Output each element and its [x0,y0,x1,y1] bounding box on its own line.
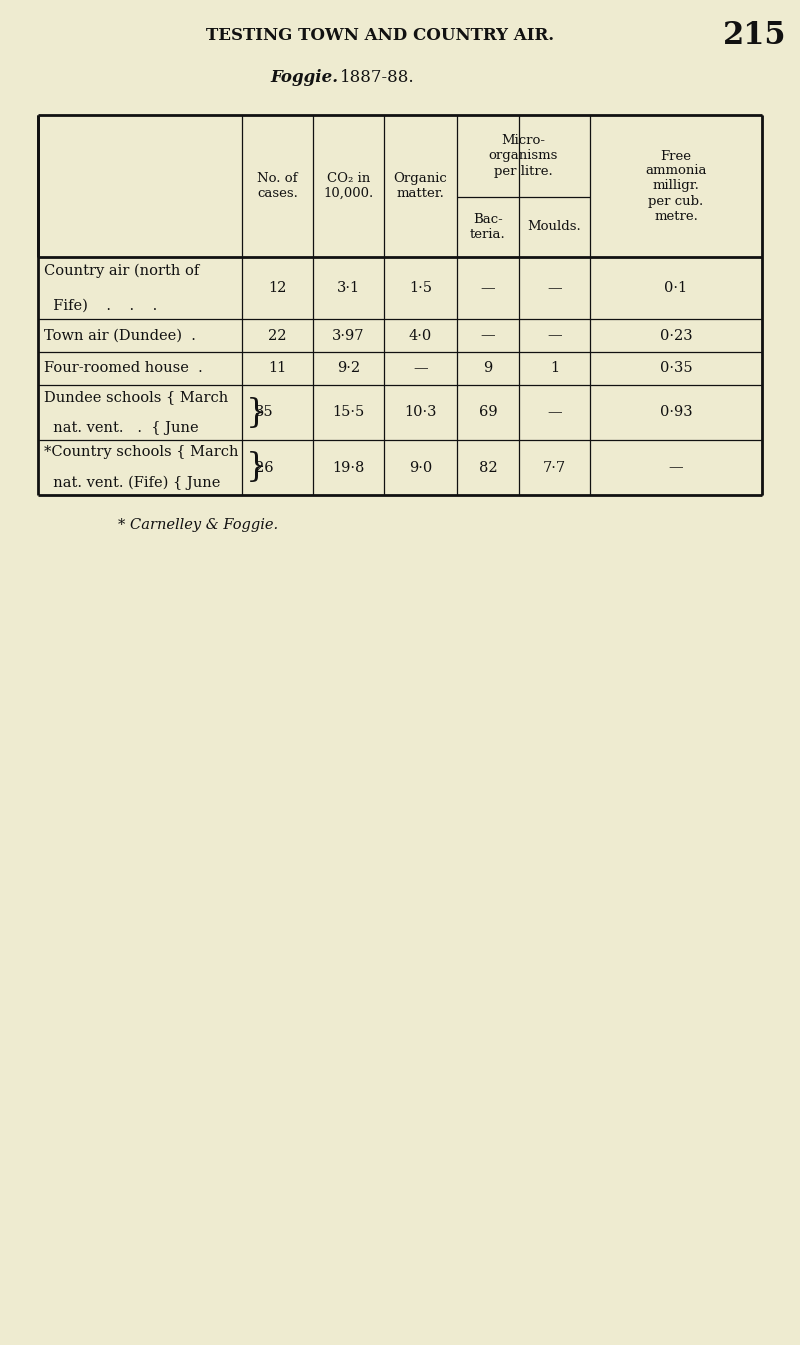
Text: 0·93: 0·93 [660,405,692,420]
Text: Country air (north of: Country air (north of [44,264,199,278]
Text: —: — [547,405,562,420]
Text: 9·2: 9·2 [337,362,360,375]
Text: Fife)    .    .    .: Fife) . . . [44,299,158,312]
Text: 7·7: 7·7 [543,460,566,475]
Text: —: — [481,281,495,295]
Text: 19·8: 19·8 [332,460,365,475]
Text: }: } [246,397,267,429]
Text: 3·97: 3·97 [332,328,365,343]
Text: CO₂ in
10,000.: CO₂ in 10,000. [323,172,374,200]
Text: Moulds.: Moulds. [528,221,582,234]
Text: }: } [246,452,267,483]
Text: 35: 35 [254,405,274,420]
Text: 0·23: 0·23 [660,328,692,343]
Text: 215: 215 [723,19,786,51]
Text: Organic
matter.: Organic matter. [394,172,447,200]
Text: 0·1: 0·1 [665,281,687,295]
Text: 10·3: 10·3 [404,405,437,420]
Text: Four-roomed house  .: Four-roomed house . [44,362,202,375]
Text: 1·5: 1·5 [409,281,432,295]
Text: —: — [413,362,428,375]
Text: 9·0: 9·0 [409,460,432,475]
Text: 12: 12 [268,281,286,295]
Text: Foggie.: Foggie. [270,69,338,86]
Text: 11: 11 [268,362,286,375]
Text: —: — [547,328,562,343]
Text: Free
ammonia
milligr.
per cub.
metre.: Free ammonia milligr. per cub. metre. [646,149,706,222]
Text: —: — [481,328,495,343]
Text: 3·1: 3·1 [337,281,360,295]
Text: —: — [547,281,562,295]
Text: No. of
cases.: No. of cases. [257,172,298,200]
Text: 1887-88.: 1887-88. [340,69,414,86]
Text: * Carnelley & Foggie.: * Carnelley & Foggie. [118,518,278,533]
Text: Bac-
teria.: Bac- teria. [470,213,506,241]
Text: 9: 9 [483,362,493,375]
Text: 22: 22 [268,328,286,343]
Text: nat. vent. (Fife) { June: nat. vent. (Fife) { June [44,476,220,490]
Text: Dundee schools { March: Dundee schools { March [44,390,228,403]
Text: 0·35: 0·35 [660,362,692,375]
Text: 82: 82 [478,460,498,475]
Text: 69: 69 [478,405,498,420]
Text: Micro-
organisms
per litre.: Micro- organisms per litre. [489,134,558,178]
Text: 4·0: 4·0 [409,328,432,343]
Text: Town air (Dundee)  .: Town air (Dundee) . [44,328,196,343]
Text: TESTING TOWN AND COUNTRY AIR.: TESTING TOWN AND COUNTRY AIR. [206,27,554,43]
Text: 15·5: 15·5 [332,405,365,420]
Text: —: — [669,460,683,475]
Text: 1: 1 [550,362,559,375]
Text: nat. vent.   .  { June: nat. vent. . { June [44,421,198,434]
Text: 26: 26 [254,460,274,475]
Text: *Country schools { March: *Country schools { March [44,445,238,459]
